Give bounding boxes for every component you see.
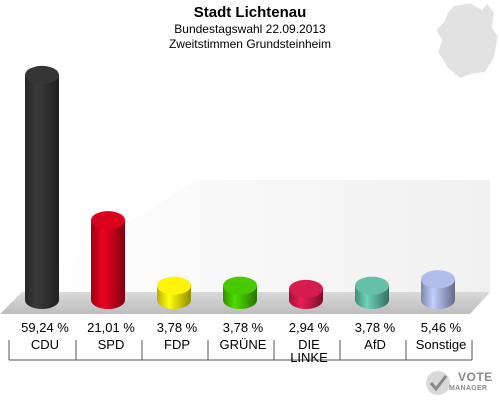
bar-top <box>157 276 191 295</box>
data-label: 3,78 % <box>354 320 396 335</box>
bar-spd <box>91 211 125 309</box>
bar-gr-ne <box>223 276 257 309</box>
chart-subtitle-2: Zweitstimmen Grundsteinheim <box>168 37 332 51</box>
bar-body <box>91 220 125 309</box>
data-label: 3,78 % <box>222 320 264 335</box>
category-label: FDP <box>164 337 190 352</box>
bar-top <box>223 276 257 295</box>
bar-cdu <box>25 65 59 309</box>
germany-map-icon <box>435 2 499 79</box>
data-label: 3,78 % <box>156 320 198 335</box>
category-label: SPD <box>97 337 125 352</box>
data-label: 2,94 % <box>288 320 330 335</box>
category-label: CDU <box>30 337 60 352</box>
bar-top <box>91 211 125 230</box>
vote-manager-logo-icon <box>426 371 450 395</box>
bar-body <box>25 74 59 309</box>
data-label: 21,01 % <box>87 320 135 335</box>
bar-top <box>25 65 59 84</box>
category-label: AfD <box>364 337 386 352</box>
category-label: GRÜNE <box>219 337 267 352</box>
bar-afd <box>355 276 389 309</box>
category-separators <box>8 340 473 361</box>
logo-line1: VOTE <box>458 370 493 384</box>
data-label: 59,24 % <box>21 320 69 335</box>
bar-top <box>355 276 389 295</box>
bar-fdp <box>157 276 191 309</box>
logo-line2: MANAGER <box>449 385 488 392</box>
bar-top <box>289 279 323 298</box>
category-label: Sonstige <box>415 337 467 352</box>
bar-top <box>421 270 455 289</box>
bars-group <box>25 65 455 309</box>
bar-die-linke <box>289 279 323 309</box>
chart-subtitle: Bundestagswahl 22.09.2013 <box>174 22 326 36</box>
chart-back-wall <box>22 180 490 292</box>
chart-title: Stadt Lichtenau <box>193 4 307 21</box>
category-label: DIE LINKE <box>290 337 328 365</box>
data-label: 5,46 % <box>420 320 462 335</box>
bar-sonstige <box>421 270 455 309</box>
